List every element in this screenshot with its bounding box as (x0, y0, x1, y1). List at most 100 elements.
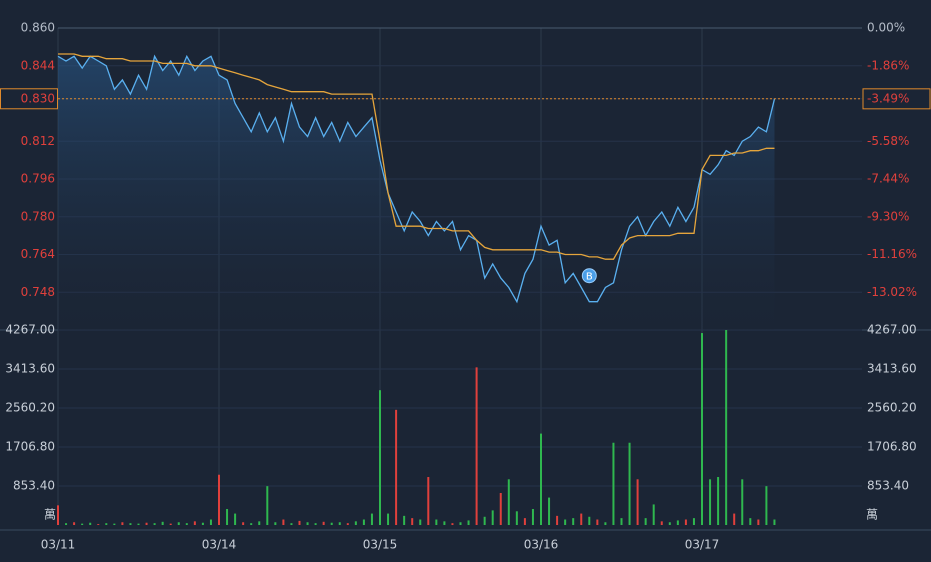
y2-tick-label: 0.00% (867, 21, 905, 35)
volume-bar (692, 518, 695, 525)
volume-bar (668, 522, 671, 525)
pct-highlight-box (862, 88, 931, 110)
volume-bar (282, 519, 285, 525)
volume-bar (153, 523, 156, 525)
y2-tick-label: -1.86% (867, 58, 909, 72)
volume-bar (169, 523, 172, 525)
volume-bar (419, 519, 422, 525)
volume-bar (451, 523, 454, 525)
price-highlight-box (0, 88, 58, 110)
y-tick-label: 3413.60 (5, 362, 55, 376)
volume-bar (628, 442, 631, 525)
volume-bar (258, 521, 261, 525)
volume-bar (580, 513, 583, 525)
volume-bar (387, 513, 390, 525)
volume-bar (201, 522, 204, 525)
x-tick-label: 03/16 (524, 538, 559, 552)
volume-bar (290, 523, 293, 525)
y2-tick-label: 1706.80 (867, 440, 917, 454)
y-tick-label: 0.764 (21, 247, 55, 261)
volume-bar (427, 477, 430, 525)
volume-bar (644, 518, 647, 525)
y-tick-label: 4267.00 (5, 323, 55, 337)
volume-bar (515, 511, 518, 525)
volume-bar (604, 522, 607, 525)
volume-bar (467, 520, 470, 525)
volume-bar (459, 522, 462, 525)
volume-bar (564, 519, 567, 525)
y-tick-label: 0.748 (21, 285, 55, 299)
volume-bar (499, 493, 502, 525)
volume-bar (652, 504, 655, 525)
y2-tick-label: -9.30% (867, 209, 909, 223)
trade-marker (581, 268, 597, 284)
volume-bar (676, 520, 679, 525)
y2-tick-label: 4267.00 (867, 323, 917, 337)
volume-bar (65, 523, 68, 525)
volume-bar (475, 367, 478, 525)
volume-bar (306, 522, 309, 525)
volume-bar (362, 519, 365, 525)
y2-tick-label: -3.49% (867, 91, 909, 105)
volume-bar (218, 474, 220, 525)
y2-tick-label: 3413.60 (867, 362, 917, 376)
volume-bar (346, 523, 349, 525)
y-tick-label: 0.780 (21, 209, 55, 223)
volume-bar (145, 522, 148, 525)
volume-bar (709, 479, 712, 525)
x-tick-label: 03/11 (41, 538, 76, 552)
volume-bar (725, 330, 728, 525)
volume-bar (177, 522, 180, 525)
volume-bar (773, 519, 776, 525)
volume-bar (620, 518, 623, 525)
volume-bar (338, 522, 341, 525)
volume-bar (612, 442, 615, 525)
plot-layer: 03/11 03/14 03/15 03/16 03/17 0.860 0.844 0.830… (0, 21, 931, 552)
average-line (58, 53, 775, 260)
volume-bar (765, 486, 768, 525)
price-line (57, 54, 776, 304)
unit-label: 萬 (866, 508, 878, 522)
volume-bar (57, 505, 59, 525)
volume-bar (572, 518, 575, 525)
y-tick-label: 0.812 (21, 134, 55, 148)
y-tick-label: 0.844 (21, 58, 55, 72)
y2-tick-label: 2560.20 (867, 401, 917, 415)
volume-bar (596, 519, 599, 525)
volume-bar (185, 523, 188, 525)
x-tick-label: 03/15 (363, 538, 398, 552)
volume-bar (443, 521, 446, 525)
y-tick-label: 0.860 (21, 21, 55, 35)
volume-bar (636, 479, 639, 525)
volume-bar (435, 519, 438, 525)
volume-bar (226, 509, 229, 525)
volume-bar (757, 519, 760, 525)
y-tick-label: 853.40 (13, 479, 55, 493)
volume-bar (250, 523, 253, 525)
volume-bar (137, 523, 140, 525)
volume-bar (733, 513, 736, 525)
volume-bar (741, 479, 744, 525)
volume-bar (717, 477, 720, 525)
volume-bar (209, 519, 212, 525)
volume-bar (234, 513, 237, 525)
volume-bar (266, 486, 269, 525)
volume-bar (749, 518, 752, 525)
volume-bar (113, 523, 116, 525)
y-tick-label: 0.796 (21, 172, 55, 186)
volume-bar (193, 521, 196, 525)
y2-tick-label: -7.44% (867, 172, 909, 186)
volume-bar (660, 521, 663, 525)
volume-bar (588, 516, 591, 525)
y2-tick-label: -13.02% (867, 285, 917, 299)
volume-bar (411, 518, 414, 525)
volume-bar (556, 515, 559, 525)
volume-bar (314, 523, 317, 525)
x-tick-label: 03/17 (685, 538, 720, 552)
volume-bar (97, 524, 100, 525)
volume-bar (701, 333, 703, 525)
y-tick-label: 1706.80 (5, 440, 55, 454)
volume-bar (684, 519, 687, 525)
volume-bar (491, 510, 494, 525)
x-tick-label: 03/14 (202, 538, 237, 552)
